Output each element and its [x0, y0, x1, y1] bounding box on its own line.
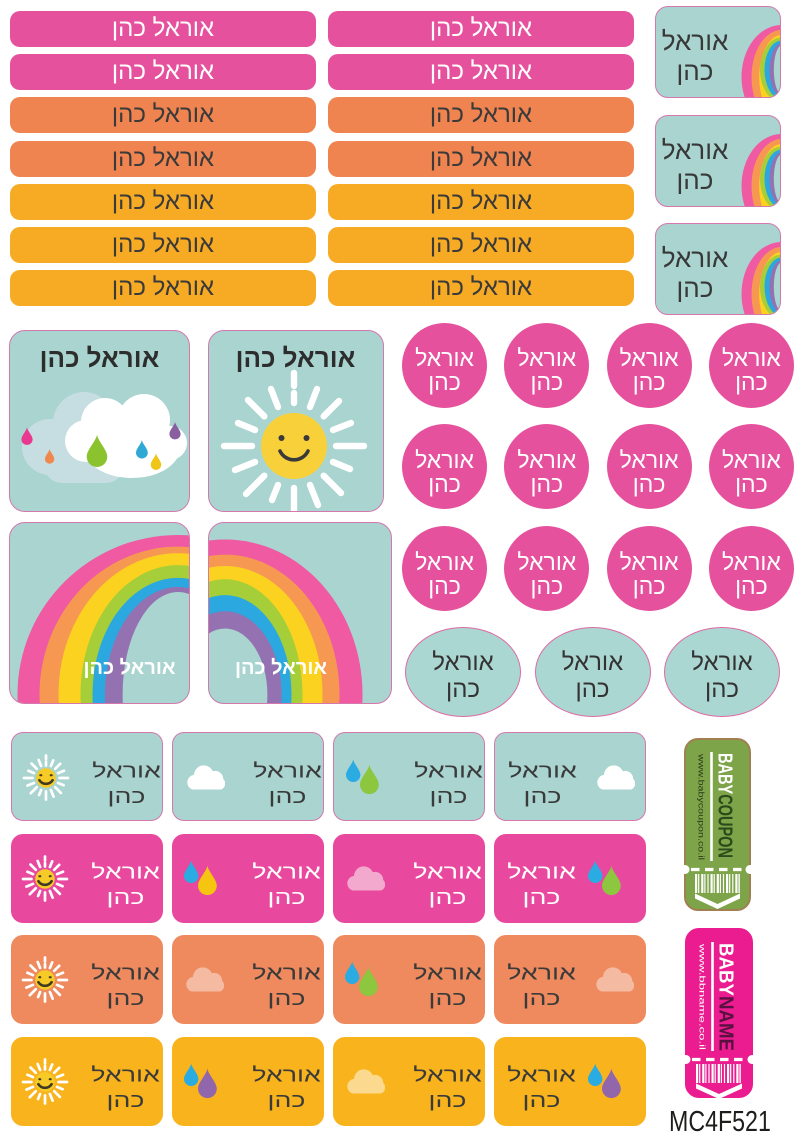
svg-text:BABYNAME: BABYNAME [715, 943, 737, 1051]
svg-text:BABYCOUPON: BABYCOUPON [713, 753, 735, 858]
svg-text:www.babycoupon.co.il: www.babycoupon.co.il [696, 753, 706, 860]
svg-text:www.bbname.co.il: www.bbname.co.il [698, 942, 708, 1050]
